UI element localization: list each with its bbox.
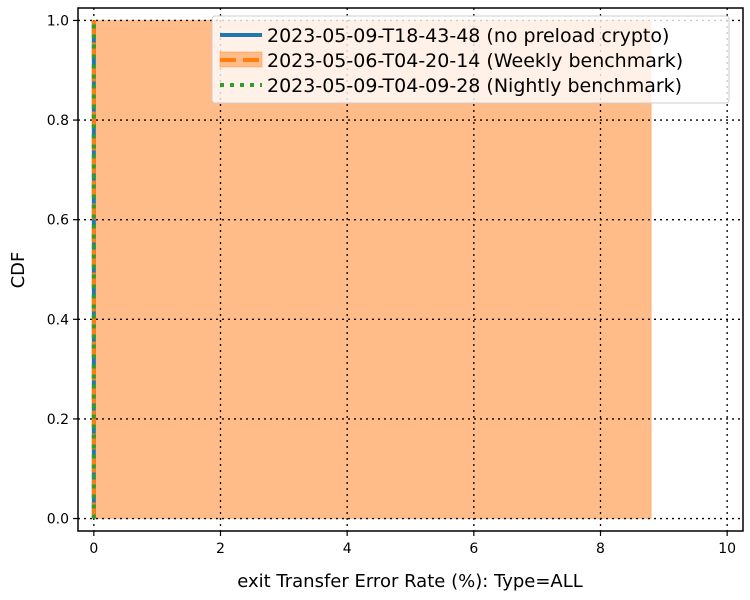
x-tick-label: 0 (89, 541, 98, 557)
legend-label-nightly-benchmark: 2023-05-09-T04-09-28 (Nightly benchmark) (267, 75, 682, 97)
y-axis-label: CDF (8, 252, 29, 289)
plot-frame (77, 7, 744, 532)
legend-frame (211, 15, 730, 104)
x-tick-label: 10 (718, 541, 736, 557)
tick-layer: 0 2 4 6 8 10 0.0 0.2 0.4 0.6 0.8 1.0 (47, 13, 736, 557)
y-tick-label: 0.2 (47, 412, 69, 428)
legend-label-weekly-benchmark: 2023-05-06-T04-20-14 (Weekly benchmark) (267, 50, 683, 72)
x-tick-label: 2 (216, 541, 225, 557)
y-tick-label: 1.0 (47, 13, 69, 29)
x-tick-label: 6 (469, 541, 478, 557)
legend-label-no-preload-crypto: 2023-05-09-T18-43-48 (no preload crypto) (267, 25, 669, 47)
y-tick-label: 0.8 (47, 113, 69, 129)
x-tick-label: 4 (343, 541, 352, 557)
x-axis-label: exit Transfer Error Rate (%): Type=ALL (237, 571, 583, 592)
x-tick-label: 8 (596, 541, 605, 557)
legend: 2023-05-09-T18-43-48 (no preload crypto)… (211, 15, 730, 104)
y-tick-label: 0.0 (47, 512, 69, 528)
y-tick-label: 0.4 (47, 312, 69, 328)
y-tick-label: 0.6 (47, 213, 69, 229)
